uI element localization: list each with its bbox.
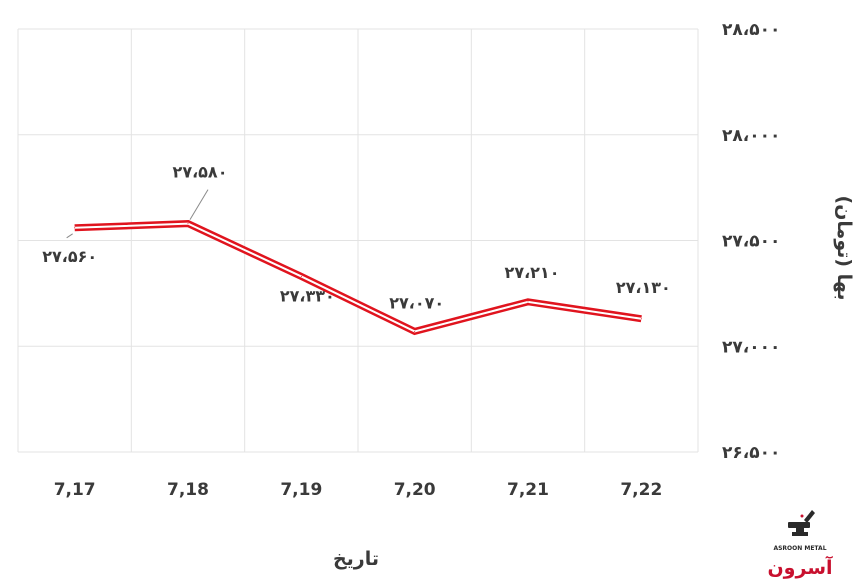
y-axis-title: بها (تومان): [833, 196, 855, 301]
data-point: [300, 275, 302, 277]
data-label: ۲۷،۵۶۰: [42, 247, 97, 266]
data-point: [187, 223, 189, 225]
series-layer: [74, 220, 642, 336]
data-point: [74, 227, 76, 229]
y-tick-label: ۲۷،۵۰۰: [722, 232, 780, 252]
data-label: ۲۷،۵۸۰: [173, 163, 228, 182]
data-label: ۲۷،۱۳۰: [616, 278, 671, 297]
data-point: [640, 318, 642, 320]
x-tick-label: 7,19: [280, 480, 322, 500]
y-tick-label: ۲۸،۵۰۰: [722, 20, 780, 40]
logo-subtext: ASROON METAL: [773, 545, 826, 552]
data-point: [527, 301, 529, 303]
data-point: [414, 330, 416, 332]
data-label: ۲۷،۳۳۰: [280, 286, 335, 305]
x-axis-title: تاریخ: [333, 548, 379, 570]
x-tick-label: 7,17: [54, 480, 96, 500]
x-axis-ticks: 7,17 7,18 7,19 7,20 7,21 7,22: [54, 480, 663, 500]
anvil-hammer-icon: [788, 510, 815, 536]
x-tick-label: 7,20: [394, 480, 436, 500]
y-tick-label: ۲۶،۵۰۰: [722, 443, 780, 463]
x-tick-label: 7,18: [167, 480, 209, 500]
data-label: ۲۷،۲۱۰: [505, 263, 560, 282]
x-tick-label: 7,22: [620, 480, 662, 500]
y-tick-label: ۲۷،۰۰۰: [722, 337, 780, 357]
y-tick-label: ۲۸،۰۰۰: [722, 126, 780, 146]
x-tick-label: 7,21: [507, 480, 549, 500]
data-label-leader: [189, 189, 209, 220]
data-label: ۲۷،۰۷۰: [389, 293, 444, 312]
y-axis-ticks: ۲۶،۵۰۰ ۲۷،۰۰۰ ۲۷،۵۰۰ ۲۸،۰۰۰ ۲۸،۵۰۰: [722, 20, 780, 463]
data-labels: ۲۷،۵۶۰ ۲۷،۵۸۰ ۲۷،۳۳۰ ۲۷،۰۷۰ ۲۷،۲۱۰ ۲۷،۱۳۰: [42, 163, 671, 313]
series-line-highlight: [74, 222, 642, 333]
brand-logo: ASROON METAL آسرون: [767, 510, 833, 579]
logo-text: آسرون: [767, 555, 833, 579]
data-label-leader: [66, 233, 73, 239]
grid: [17, 28, 699, 453]
